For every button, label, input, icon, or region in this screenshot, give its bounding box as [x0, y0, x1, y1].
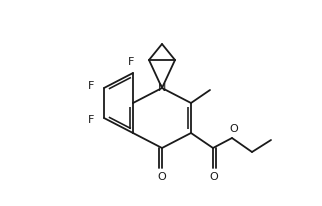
Text: O: O — [158, 172, 166, 182]
Text: O: O — [230, 124, 238, 134]
Text: F: F — [128, 57, 134, 67]
Text: O: O — [210, 172, 218, 182]
Text: F: F — [88, 115, 94, 125]
Text: N: N — [158, 83, 166, 93]
Text: F: F — [88, 81, 94, 91]
